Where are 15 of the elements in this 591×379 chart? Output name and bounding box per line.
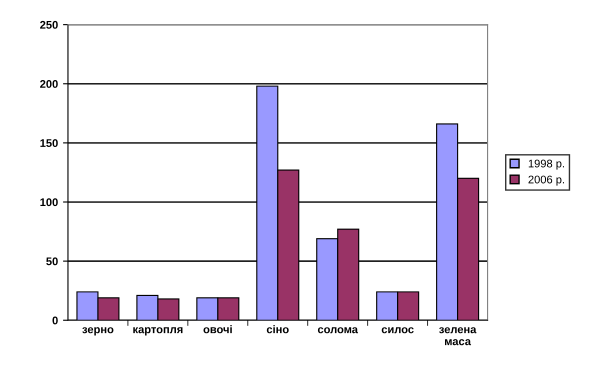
x-tick-label: зерно (82, 327, 114, 336)
y-tick-label: 250 (40, 20, 58, 29)
x-tick-label: овочі (204, 325, 232, 334)
x-tick-label: зелена маса (439, 327, 476, 346)
y-tick-label: 50 (46, 257, 58, 266)
y-tick-label: 200 (40, 80, 58, 88)
y-tick-label: 100 (40, 198, 58, 206)
x-tick-label: силос (382, 327, 414, 334)
y-tick-label: 0 (52, 316, 58, 324)
legend-label: 1998 р. (528, 160, 564, 170)
legend-label: 2006 р. (528, 176, 564, 186)
x-tick-label: картопля (133, 327, 182, 336)
y-tick-label: 150 (40, 139, 58, 148)
x-tick-label: сіно (266, 325, 289, 334)
x-tick-label: солома (318, 327, 358, 334)
